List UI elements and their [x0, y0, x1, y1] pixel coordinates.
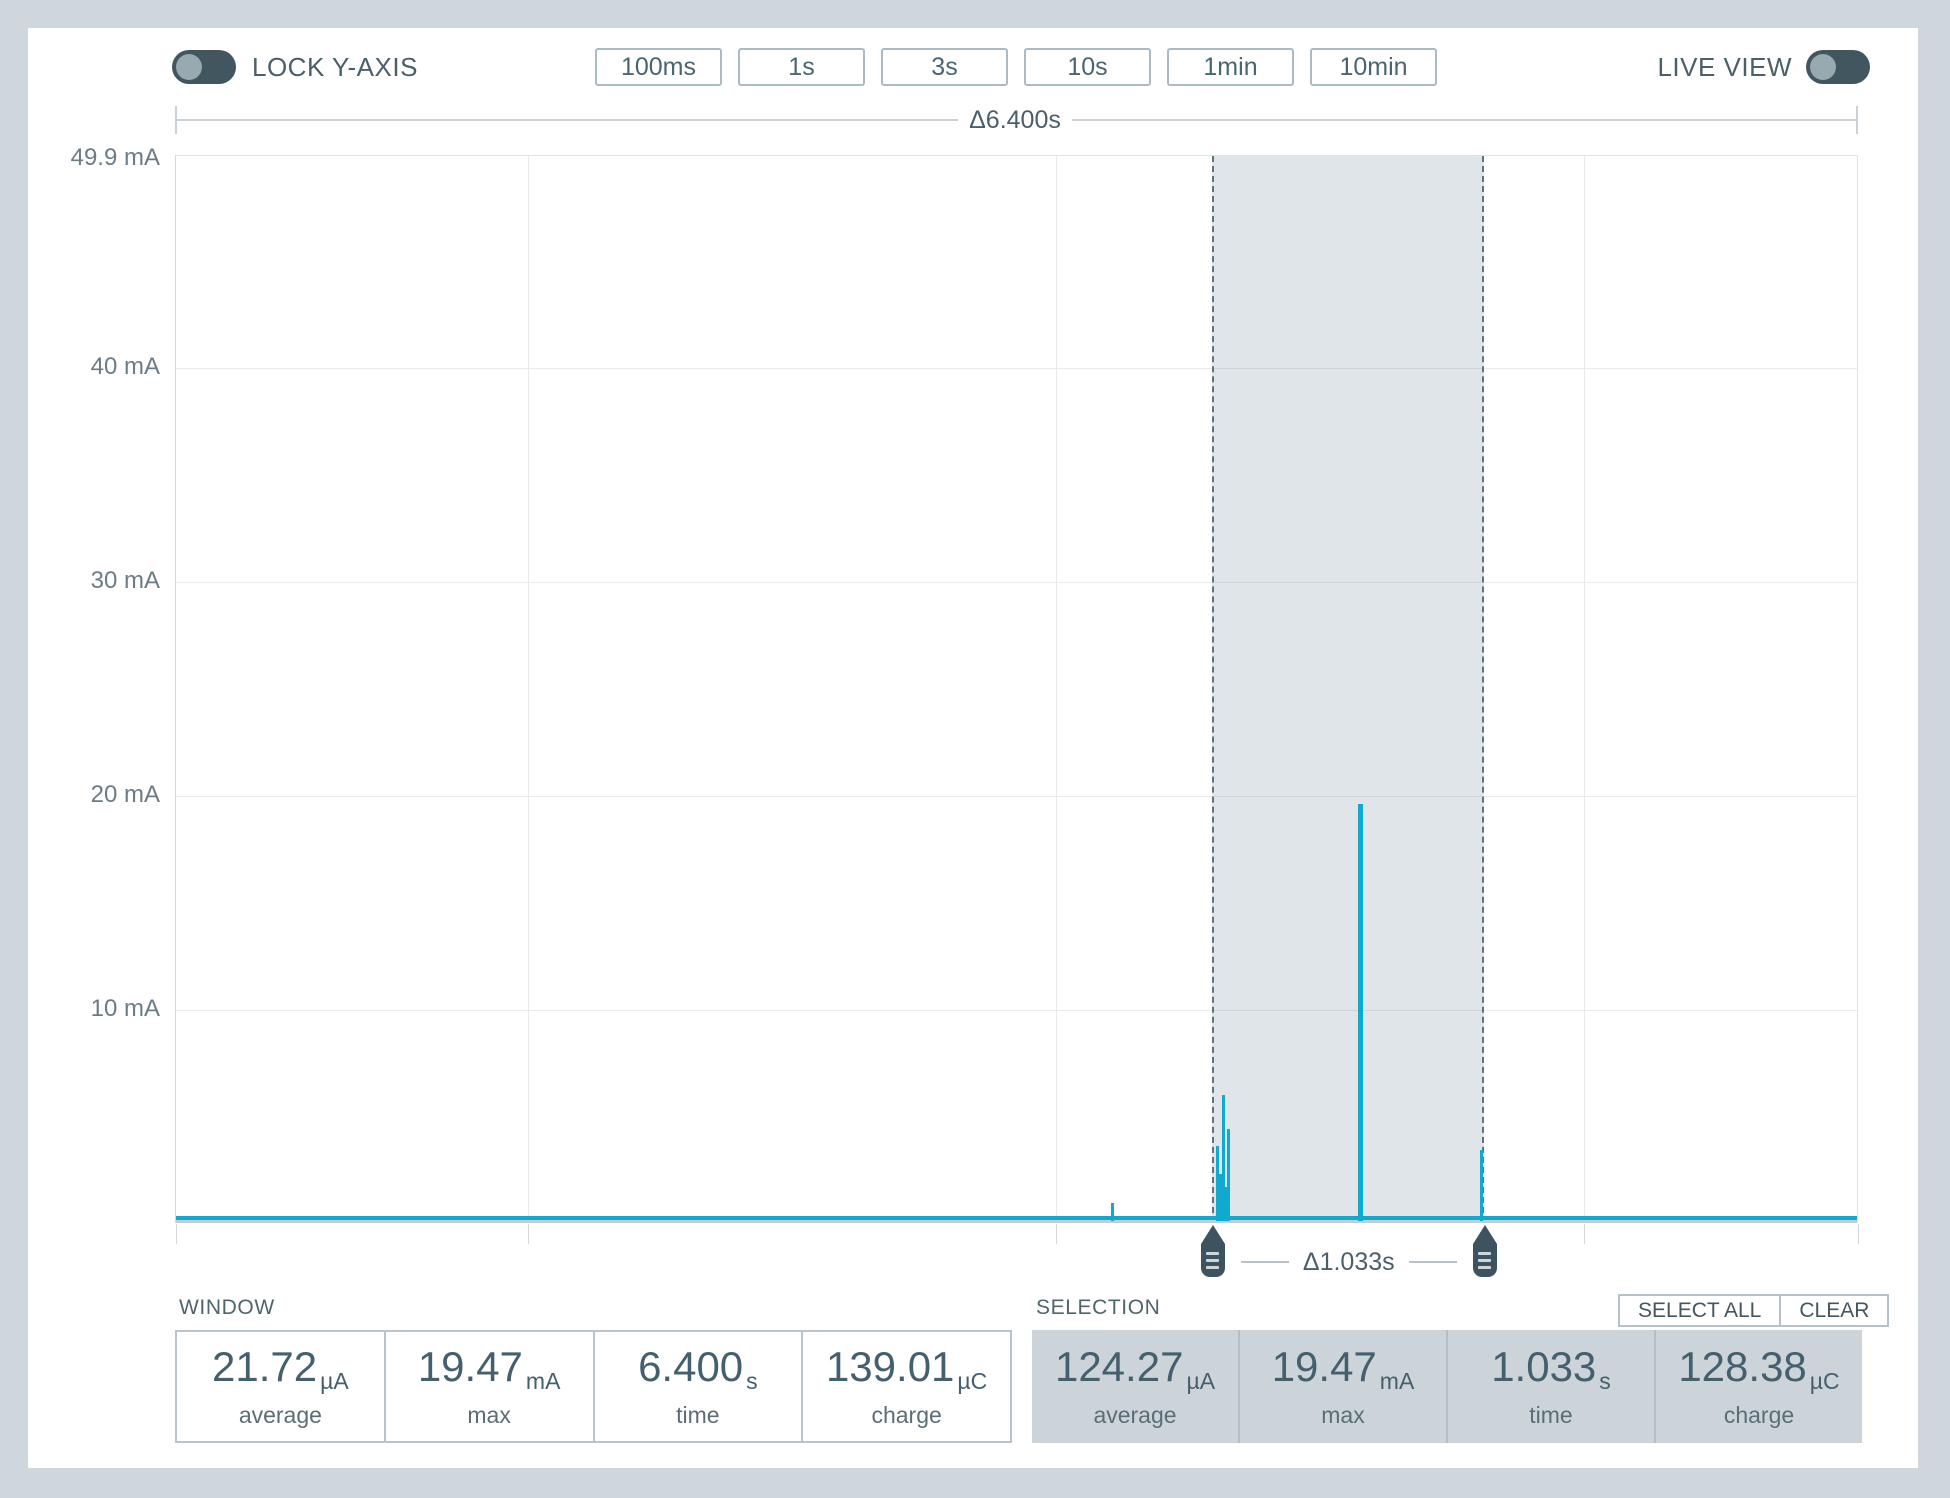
y-axis-label-20mA: 20 mA: [90, 781, 160, 808]
window-delta-label: Δ6.400s: [969, 106, 1061, 134]
zoom-interval-buttons: 100ms 1s 3s 10s 1min 10min: [595, 48, 1437, 86]
stat-value: 6.400 s: [638, 1342, 758, 1394]
stat-label: time: [676, 1401, 720, 1428]
stat-value: 1.033 s: [1491, 1342, 1611, 1394]
current-trace-baseline: [176, 1216, 1857, 1220]
gridline-vertical-1: [528, 156, 529, 1223]
baseline-shadow: [176, 1220, 1857, 1223]
window-average-cell: 21.72 µA average: [177, 1332, 386, 1441]
zoom-button-10s[interactable]: 10s: [1024, 48, 1151, 86]
window-max-cell: 19.47 mA max: [386, 1332, 595, 1441]
selection-delta: Δ1.033s: [1240, 1242, 1457, 1282]
select-all-button[interactable]: SELECT ALL: [1618, 1294, 1782, 1327]
gridline-20mA: [176, 796, 1857, 797]
ruler-right-tick: [1856, 106, 1858, 134]
current-spike: [1224, 1187, 1228, 1221]
toggle-knob-icon: [1810, 54, 1836, 80]
stat-label: max: [467, 1401, 511, 1428]
current-spike: [1111, 1203, 1115, 1221]
live-view-label: LIVE VIEW: [1657, 52, 1792, 82]
selection-stats: 124.27 µA average 19.47 mA max 1.033 s time…: [1032, 1330, 1862, 1443]
gridline-vertical-3: [1584, 156, 1585, 1223]
gridline-40mA: [176, 368, 1857, 369]
window-section-title: WINDOW: [179, 1296, 275, 1319]
selection-handle-right[interactable]: [1472, 1225, 1497, 1277]
selection-average-cell: 124.27 µA average: [1032, 1330, 1240, 1443]
lock-y-axis-label: LOCK Y-AXIS: [252, 52, 418, 82]
delta-connector-line: [1408, 1261, 1457, 1263]
zoom-button-1s[interactable]: 1s: [738, 48, 865, 86]
toggle-knob-icon: [176, 54, 202, 80]
y-axis-label-10mA: 10 mA: [90, 995, 160, 1022]
window-time-cell: 6.400 s time: [595, 1332, 804, 1441]
gridline-10mA: [176, 1010, 1857, 1011]
y-axis-label-30mA: 30 mA: [90, 567, 160, 594]
selection-time-cell: 1.033 s time: [1448, 1330, 1656, 1443]
stat-label: average: [1093, 1401, 1177, 1428]
stat-label: charge: [871, 1401, 942, 1428]
selection-region: [1211, 156, 1484, 1223]
current-spike: [1219, 1174, 1222, 1221]
selection-actions: SELECT ALL CLEAR: [1618, 1294, 1890, 1327]
current-spike: [1358, 804, 1364, 1221]
x-tick: [1584, 1224, 1585, 1244]
stat-label: charge: [1723, 1401, 1795, 1428]
stat-value: 19.47 mA: [1271, 1342, 1415, 1394]
stat-value: 21.72 µA: [212, 1342, 349, 1394]
zoom-button-1min[interactable]: 1min: [1167, 48, 1294, 86]
stat-value: 128.38 µC: [1678, 1342, 1840, 1394]
x-tick: [1056, 1224, 1057, 1244]
zoom-button-3s[interactable]: 3s: [881, 48, 1008, 86]
zoom-button-100ms[interactable]: 100ms: [595, 48, 722, 86]
ruler-line-left: [176, 119, 958, 121]
window-stats: 21.72 µA average 19.47 mA max 6.400 s time …: [175, 1330, 1012, 1443]
window-charge-cell: 139.01 µC charge: [803, 1332, 1010, 1441]
stat-label: average: [238, 1401, 322, 1428]
selection-handle-left[interactable]: [1200, 1225, 1225, 1277]
handle-point-icon: [1472, 1225, 1497, 1244]
zoom-button-10min[interactable]: 10min: [1310, 48, 1437, 86]
stat-value: 139.01 µC: [825, 1342, 988, 1394]
current-spike: [1479, 1150, 1483, 1221]
clear-button[interactable]: CLEAR: [1781, 1294, 1890, 1327]
current-spike: [1227, 1129, 1231, 1221]
plot-area[interactable]: [175, 155, 1859, 1244]
selection-max-cell: 19.47 mA max: [1240, 1330, 1448, 1443]
selection-section-title: SELECTION: [1036, 1296, 1161, 1319]
handle-grip-icon: [1472, 1244, 1497, 1277]
selection-charge-cell: 128.38 µC charge: [1656, 1330, 1862, 1443]
handle-point-icon: [1200, 1225, 1225, 1244]
current-spike: [1221, 1095, 1225, 1221]
x-tick: [176, 1224, 177, 1244]
y-axis-label-49_9mA: 49.9 mA: [70, 144, 160, 171]
x-tick: [528, 1224, 529, 1244]
lock-y-axis-toggle[interactable]: [172, 50, 236, 84]
x-tick: [1858, 1224, 1859, 1244]
gridline-vertical-2: [1056, 156, 1057, 1223]
app-card: LOCK Y-AXIS 100ms 1s 3s 10s 1min 10min L…: [28, 28, 1918, 1468]
live-view-toggle[interactable]: [1806, 50, 1870, 84]
delta-connector-line: [1240, 1261, 1289, 1263]
stat-value: 124.27 µA: [1054, 1342, 1216, 1394]
selection-delta-label: Δ1.033s: [1302, 1247, 1395, 1276]
y-axis-label-40mA: 40 mA: [90, 353, 160, 380]
stat-label: max: [1321, 1401, 1365, 1428]
stat-value: 19.47 mA: [417, 1342, 561, 1394]
stat-label: time: [1529, 1401, 1573, 1428]
handle-grip-icon: [1200, 1244, 1225, 1277]
ruler-line-right: [1072, 119, 1857, 121]
current-spike: [1216, 1146, 1220, 1221]
gridline-30mA: [176, 582, 1857, 583]
